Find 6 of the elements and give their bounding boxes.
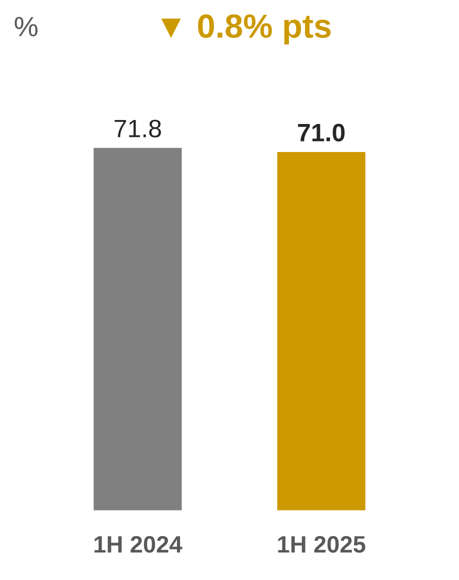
chart-title: ▼ 0.8% pts xyxy=(161,14,331,45)
data-label: 71.0 xyxy=(298,124,345,142)
x-tick-label: 1H 2025 xyxy=(278,536,366,553)
data-label: 71.8 xyxy=(114,120,161,138)
y-axis-title: % xyxy=(14,16,38,36)
x-tick-label: 1H 2024 xyxy=(94,536,182,553)
